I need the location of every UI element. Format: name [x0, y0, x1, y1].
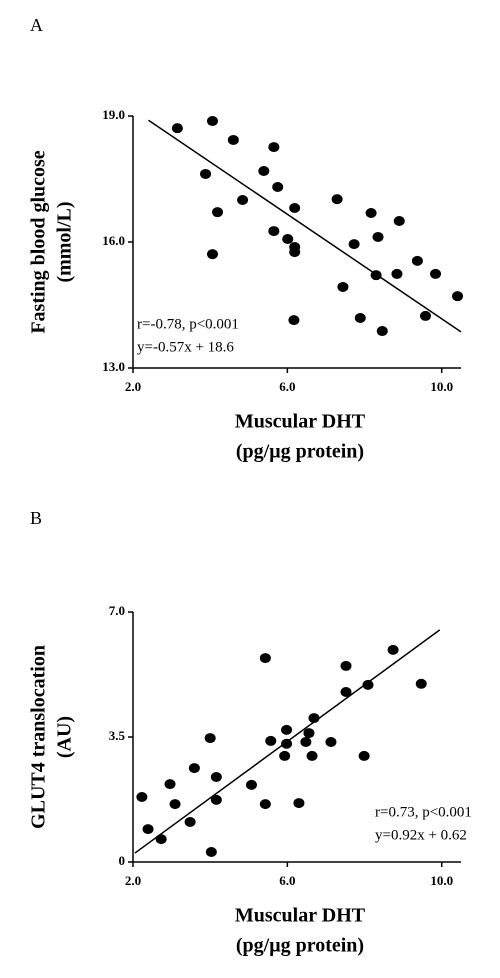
point — [358, 750, 370, 761]
point — [306, 750, 318, 761]
y-axis-label: (mmol/L) — [54, 201, 76, 282]
point — [337, 281, 349, 292]
y-tick-label: 13.0 — [102, 359, 125, 374]
point — [293, 798, 305, 809]
point — [206, 116, 218, 127]
x-axis-label: (pg/μg protein) — [236, 935, 364, 957]
x-tick-label: 2.0 — [125, 873, 141, 888]
x-tick-label: 10.0 — [430, 379, 453, 394]
y-axis-label: GLUT4 translocation — [28, 645, 50, 829]
point — [452, 291, 464, 302]
point — [372, 231, 384, 242]
point — [325, 737, 337, 747]
y-axis-label: (AU) — [54, 716, 76, 758]
point — [164, 779, 176, 790]
point — [169, 799, 181, 810]
point — [259, 653, 271, 664]
point — [204, 733, 216, 744]
point — [171, 123, 183, 134]
point — [142, 824, 154, 835]
x-axis-label: Muscular DHT — [235, 411, 366, 433]
point — [354, 313, 366, 324]
annotation: r=0.73, p<0.001 — [375, 804, 472, 820]
point — [237, 195, 249, 205]
point — [281, 724, 293, 735]
point — [282, 234, 294, 245]
point — [430, 268, 442, 279]
annotation: y=0.92x + 0.62 — [375, 827, 467, 843]
point — [376, 326, 388, 337]
point — [419, 310, 431, 321]
y-tick-label: 0 — [119, 853, 126, 868]
point — [370, 270, 382, 281]
panel-label: A — [30, 15, 43, 35]
point — [279, 750, 291, 761]
point — [348, 239, 360, 250]
annotation: r=-0.78, p<0.001 — [137, 316, 239, 332]
point — [300, 737, 312, 747]
point — [268, 226, 280, 237]
y-tick-label: 3.5 — [109, 728, 126, 743]
point — [411, 255, 423, 266]
point — [136, 792, 148, 802]
point — [210, 794, 222, 805]
point — [210, 772, 222, 782]
panel-label: B — [30, 508, 42, 528]
point — [265, 735, 277, 746]
point — [362, 679, 374, 690]
point — [205, 847, 217, 857]
x-axis-label: Muscular DHT — [235, 905, 366, 927]
point — [365, 208, 377, 219]
point — [393, 216, 405, 226]
point — [200, 168, 212, 179]
point — [212, 207, 224, 218]
point — [206, 249, 218, 260]
x-tick-label: 6.0 — [279, 379, 295, 394]
y-tick-label: 19.0 — [102, 107, 125, 122]
x-tick-label: 10.0 — [430, 873, 453, 888]
point — [289, 202, 301, 213]
point — [288, 315, 300, 326]
y-tick-label: 16.0 — [102, 233, 125, 248]
x-tick-label: 6.0 — [279, 873, 295, 888]
point — [308, 713, 320, 724]
point — [259, 799, 271, 810]
point — [391, 268, 403, 279]
point — [268, 142, 280, 153]
point — [155, 834, 167, 845]
point — [272, 181, 284, 192]
point — [331, 194, 343, 205]
point — [387, 644, 399, 655]
fit-line — [148, 119, 462, 333]
point — [415, 678, 427, 689]
point — [281, 738, 293, 749]
x-axis-label: (pg/μg protein) — [236, 441, 364, 463]
point — [227, 134, 239, 145]
y-axis-label: Fasting blood glucose — [28, 150, 50, 333]
point — [258, 166, 270, 177]
y-tick-label: 7.0 — [109, 603, 125, 618]
point — [245, 779, 257, 790]
point — [340, 687, 352, 697]
point — [303, 728, 315, 739]
x-tick-label: 2.0 — [125, 379, 141, 394]
annotation: y=-0.57x + 18.6 — [137, 339, 234, 355]
point — [184, 817, 196, 827]
point — [289, 247, 301, 258]
point — [188, 763, 200, 774]
point — [340, 660, 352, 671]
